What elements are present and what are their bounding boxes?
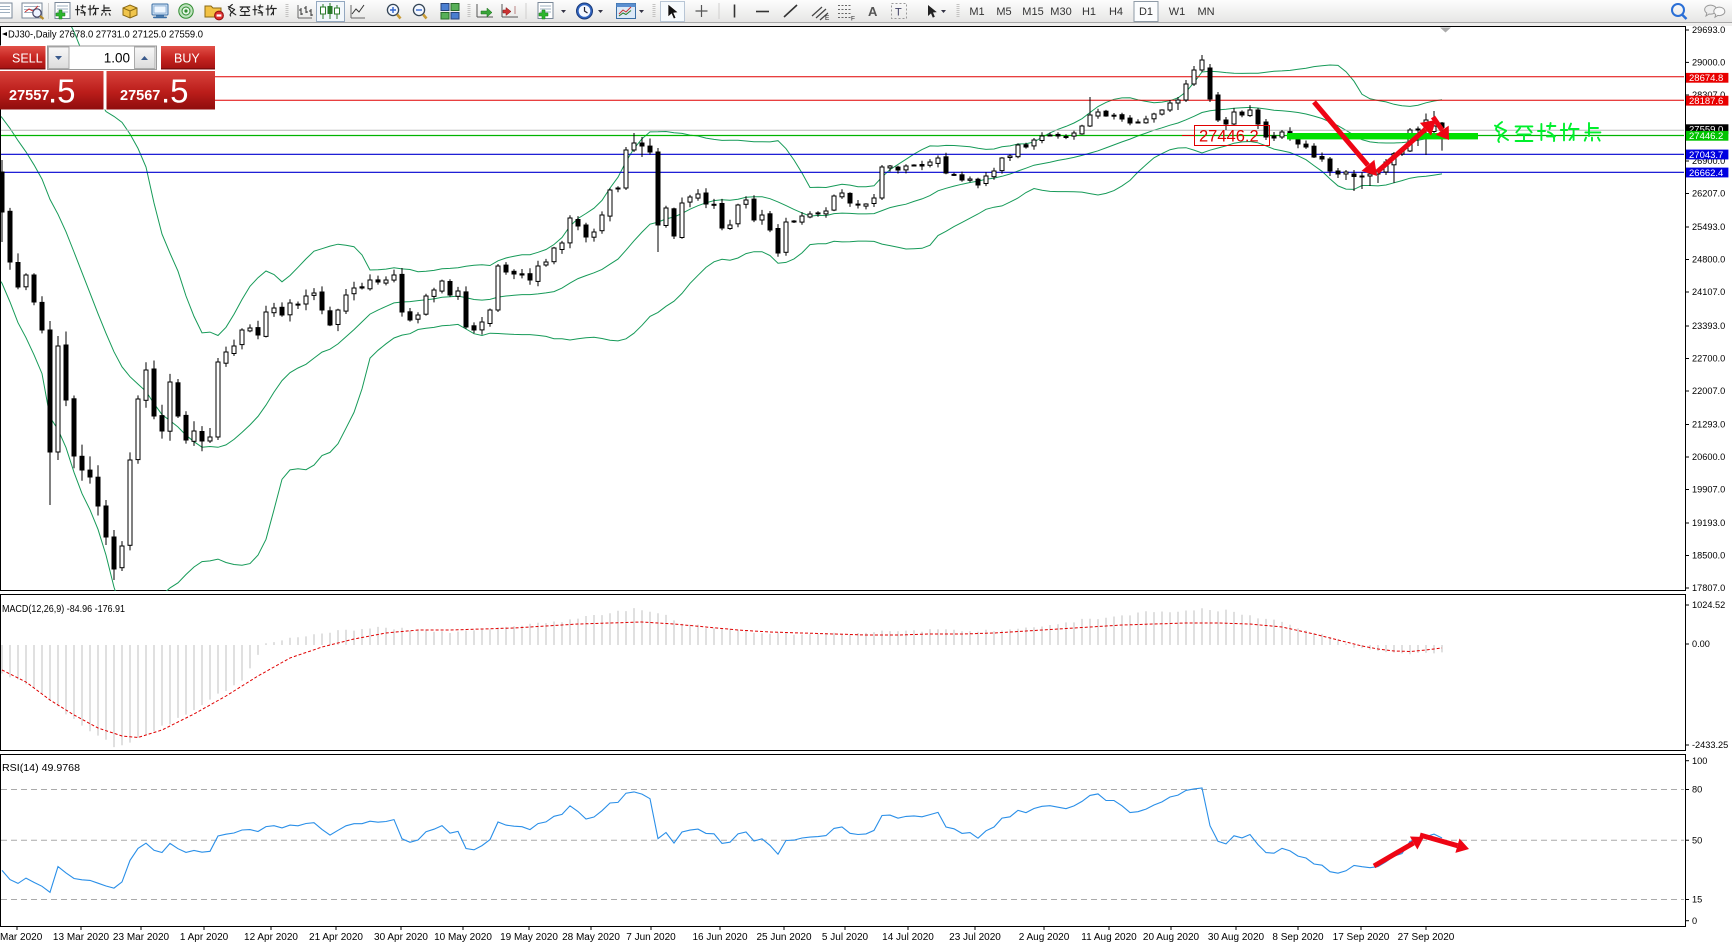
svg-text:A: A [868,4,878,19]
svg-text:27557: 27557 [9,88,49,104]
svg-text:28307.0: 28307.0 [1692,90,1725,100]
svg-text:M1: M1 [969,6,984,18]
svg-text:19 May 2020: 19 May 2020 [500,932,558,943]
svg-text:1 Apr 2020: 1 Apr 2020 [180,932,229,943]
svg-text:RSI(14) 49.9768: RSI(14) 49.9768 [2,762,80,774]
svg-text:29693.0: 29693.0 [1692,25,1725,35]
svg-text:1024.52: 1024.52 [1692,600,1725,610]
svg-text:23393.0: 23393.0 [1692,321,1725,331]
svg-text:16 Jun 2020: 16 Jun 2020 [692,932,747,943]
svg-text:MN: MN [1197,6,1214,18]
svg-text:17807.0: 17807.0 [1692,583,1725,593]
svg-text:26900.0: 26900.0 [1692,156,1725,166]
svg-text:2 Aug 2020: 2 Aug 2020 [1019,932,1070,943]
svg-text:21293.0: 21293.0 [1692,420,1725,430]
svg-text:14 Jul 2020: 14 Jul 2020 [882,932,934,943]
svg-text:19907.0: 19907.0 [1692,485,1725,495]
svg-text:17 Sep 2020: 17 Sep 2020 [1333,932,1390,943]
svg-text:5 Jul 2020: 5 Jul 2020 [822,932,869,943]
svg-text:100: 100 [1692,756,1707,766]
svg-text:H4: H4 [1109,6,1123,18]
svg-text:50: 50 [1692,835,1702,845]
svg-text:27446.2: 27446.2 [1689,131,1723,142]
svg-text:12 Apr 2020: 12 Apr 2020 [244,932,298,943]
svg-text:SELL: SELL [12,52,43,66]
svg-text:22700.0: 22700.0 [1692,354,1725,364]
svg-text:1.00: 1.00 [104,51,130,66]
svg-text:13 Mar 2020: 13 Mar 2020 [53,932,110,943]
svg-text:M5: M5 [996,6,1011,18]
svg-text:26207.0: 26207.0 [1692,189,1725,199]
svg-text:25 Jun 2020: 25 Jun 2020 [756,932,811,943]
svg-text:27 Sep 2020: 27 Sep 2020 [1398,932,1455,943]
svg-text:10 May 2020: 10 May 2020 [434,932,492,943]
svg-text:-2433.25: -2433.25 [1692,740,1728,750]
svg-text:24800.0: 24800.0 [1692,255,1725,265]
svg-text:T: T [895,7,902,19]
svg-text:0.00: 0.00 [1692,639,1710,649]
svg-text:18500.0: 18500.0 [1692,551,1725,561]
svg-text:MACD(12,26,9) -84.96 -176.91: MACD(12,26,9) -84.96 -176.91 [2,603,125,615]
svg-text:28187.6: 28187.6 [1689,96,1723,107]
svg-text:15: 15 [1692,895,1702,905]
svg-text:8 Sep 2020: 8 Sep 2020 [1272,932,1324,943]
svg-text:F: F [851,16,855,23]
svg-text:27567: 27567 [120,88,160,104]
svg-text:DJ30-,Daily 27678.0 27731.0 2: DJ30-,Daily 27678.0 27731.0 27125.0 2755… [8,29,203,41]
svg-text:24107.0: 24107.0 [1692,287,1725,297]
svg-text:25493.0: 25493.0 [1692,222,1725,232]
svg-text:E: E [825,15,830,22]
svg-text:.5: .5 [161,73,189,110]
svg-text:26662.4: 26662.4 [1689,168,1723,179]
svg-text:20 Aug 2020: 20 Aug 2020 [1143,932,1200,943]
svg-text:H1: H1 [1082,6,1096,18]
svg-text:30 Aug 2020: 30 Aug 2020 [1208,932,1265,943]
svg-text:27559.0: 27559.0 [1689,125,1723,136]
svg-text:D1: D1 [1139,6,1153,18]
svg-text:W1: W1 [1169,6,1186,18]
svg-text:11 Aug 2020: 11 Aug 2020 [1081,932,1137,943]
svg-text:23 Mar 2020: 23 Mar 2020 [113,932,170,943]
svg-text:.5: .5 [48,73,76,110]
svg-text:28 May 2020: 28 May 2020 [562,932,620,943]
svg-text:4 Mar 2020: 4 Mar 2020 [0,932,43,943]
svg-text:23 Jul 2020: 23 Jul 2020 [949,932,1001,943]
svg-text:28674.8: 28674.8 [1689,73,1723,84]
svg-text:22007.0: 22007.0 [1692,386,1725,396]
svg-text:M30: M30 [1050,6,1071,18]
svg-text:27446.2: 27446.2 [1199,128,1259,146]
svg-text:BUY: BUY [174,52,200,66]
svg-text:21 Apr 2020: 21 Apr 2020 [309,932,363,943]
svg-text:7 Jun 2020: 7 Jun 2020 [626,932,676,943]
svg-text:80: 80 [1692,785,1702,795]
svg-text:M15: M15 [1022,6,1043,18]
svg-text:29000.0: 29000.0 [1692,58,1725,68]
svg-text:27043.7: 27043.7 [1689,150,1723,161]
svg-text:19193.0: 19193.0 [1692,518,1725,528]
svg-text:30 Apr 2020: 30 Apr 2020 [374,932,428,943]
svg-text:20600.0: 20600.0 [1692,452,1725,462]
svg-text:0: 0 [1692,916,1697,926]
